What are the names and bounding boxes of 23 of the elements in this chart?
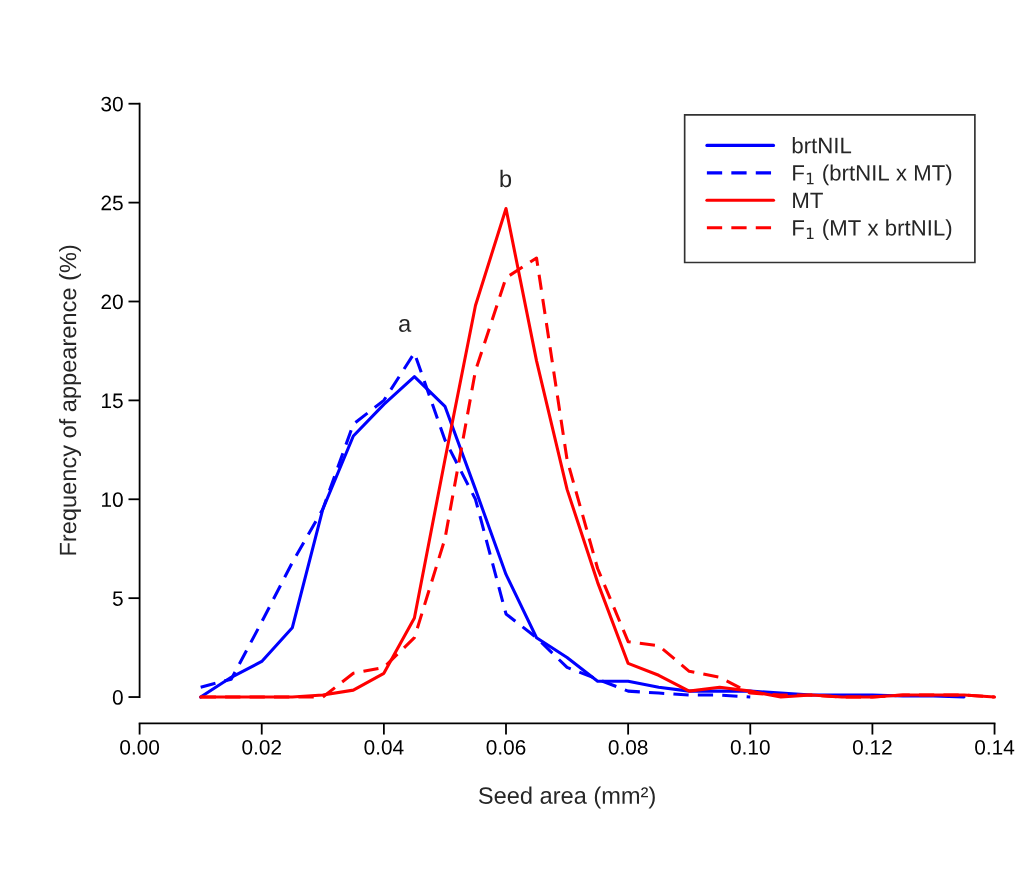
legend-label: F$_{1}$ (brtNIL x MT): [793, 164, 952, 186]
y-tick-label: 20: [101, 294, 123, 310]
annotation: a: [399, 319, 412, 332]
x-tick-label: 0.06: [486, 739, 526, 755]
y-tick-label: 25: [101, 195, 123, 211]
y-tick-label: 10: [102, 492, 123, 508]
x-tick-label: 0.14: [975, 739, 1015, 755]
x-tick-label: 0.02: [242, 739, 281, 755]
y-axis-title: Frequency of appearence (%): [59, 245, 82, 555]
legend-label: brtNIL: [792, 137, 852, 154]
annotation: b: [500, 169, 512, 188]
x-tick-label: 0.00: [120, 739, 160, 755]
y-tick-label: 15: [102, 393, 123, 409]
x-tick-label: 0.10: [730, 739, 770, 755]
legend-label: MT: [793, 192, 823, 209]
x-tick-label: 0.08: [608, 739, 648, 755]
y-tick-label: 5: [112, 591, 123, 606]
legend-label: F$_{1}$ (MT x brtNIL): [793, 219, 952, 241]
y-tick-label: 30: [101, 96, 123, 112]
x-tick-label: 0.04: [364, 739, 404, 755]
x-axis-title: Seed area (mm²): [478, 786, 655, 809]
y-tick-label: 0: [112, 690, 123, 705]
x-tick-label: 0.12: [852, 739, 892, 755]
